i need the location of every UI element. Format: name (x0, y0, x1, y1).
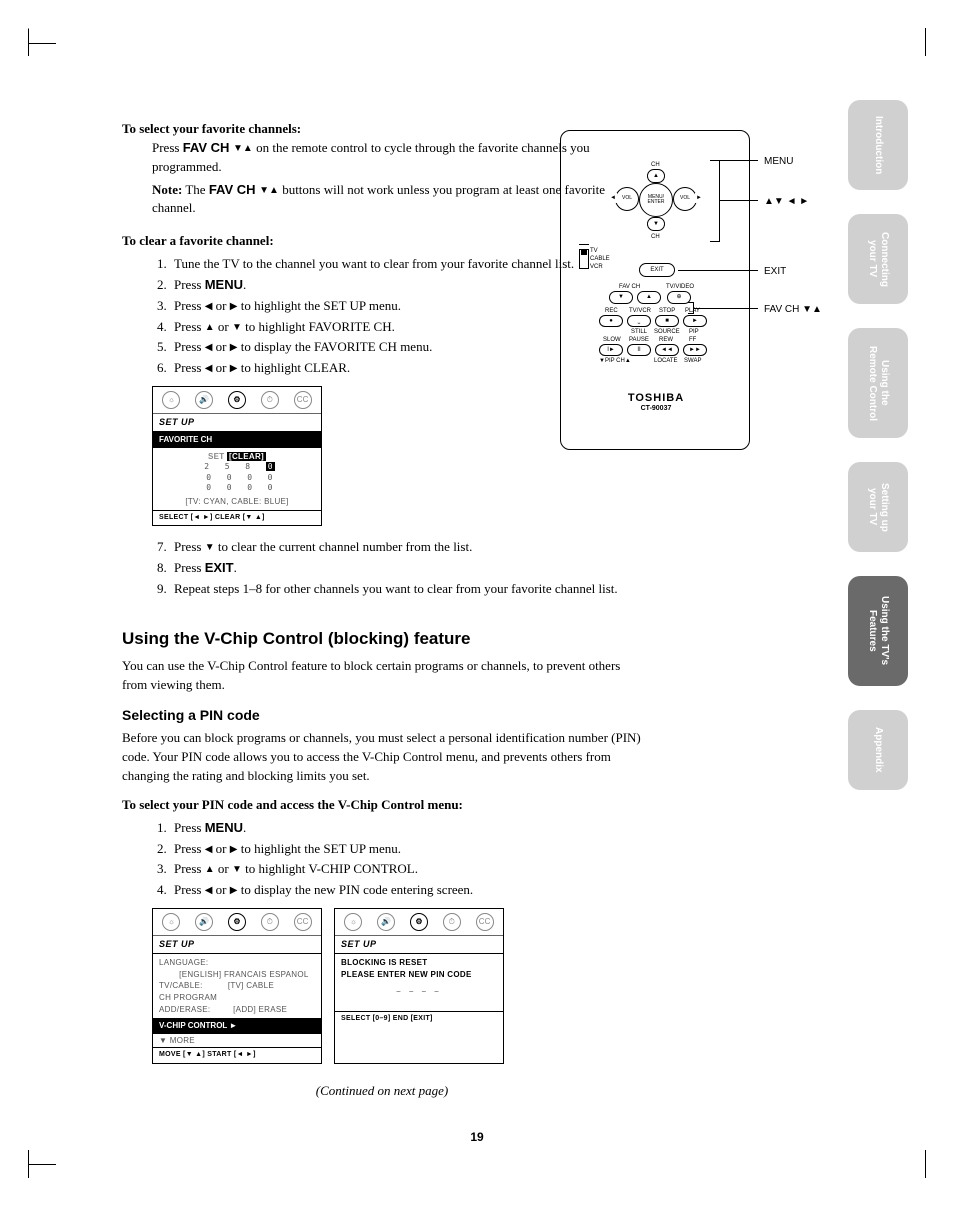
vchip-steps-heading: To select your PIN code and access the V… (122, 796, 642, 815)
select-fav-text: Press FAV CH ▼▲ on the remote control to… (152, 139, 642, 177)
heading-select-fav: To select your favorite channels: (122, 120, 642, 139)
osd-setup-vchip: ☼🔊⚙⏱CC SET UP LANGUAGE: [ENGLISH] FRANCA… (152, 908, 322, 1063)
tab-features: Using the TV's Features (848, 576, 908, 686)
continued-note: (Continued on next page) (122, 1082, 642, 1101)
osd-pin-entry: ☼🔊⚙⏱CC SET UP BLOCKING IS RESET PLEASE E… (334, 908, 504, 1063)
tab-setting: Setting up your TV (848, 462, 908, 552)
page-number: 19 (0, 1129, 954, 1146)
callout-arrows: ▲▼ ◄ ► (764, 195, 809, 210)
vchip-intro: You can use the V-Chip Control feature t… (122, 657, 642, 695)
vchip-pin-text: Before you can block programs or channel… (122, 729, 642, 786)
tab-appendix: Appendix (848, 710, 908, 790)
callout-favch: FAV CH ▼▲ (764, 303, 822, 318)
vchip-title: Using the V-Chip Control (blocking) feat… (122, 627, 642, 652)
vchip-sub: Selecting a PIN code (122, 705, 642, 725)
callout-menu: MENU (764, 155, 793, 170)
heading-clear-fav: To clear a favorite channel: (122, 232, 642, 251)
vchip-steps: Press MENU.Press ◀ or ▶ to highlight the… (170, 819, 642, 900)
select-fav-note: Note: The FAV CH ▼▲ buttons will not wor… (152, 181, 642, 219)
clear-fav-steps-a: Tune the TV to the channel you want to c… (170, 255, 642, 378)
osd-favorite-ch: ☼🔊⚙⏱CC SET UP FAVORITE CH SET [CLEAR] 2 … (152, 386, 322, 526)
clear-fav-steps-b: Press ▼ to clear the current channel num… (170, 538, 642, 599)
main-content: To select your favorite channels: Press … (122, 120, 642, 1100)
callout-exit: EXIT (764, 265, 786, 280)
